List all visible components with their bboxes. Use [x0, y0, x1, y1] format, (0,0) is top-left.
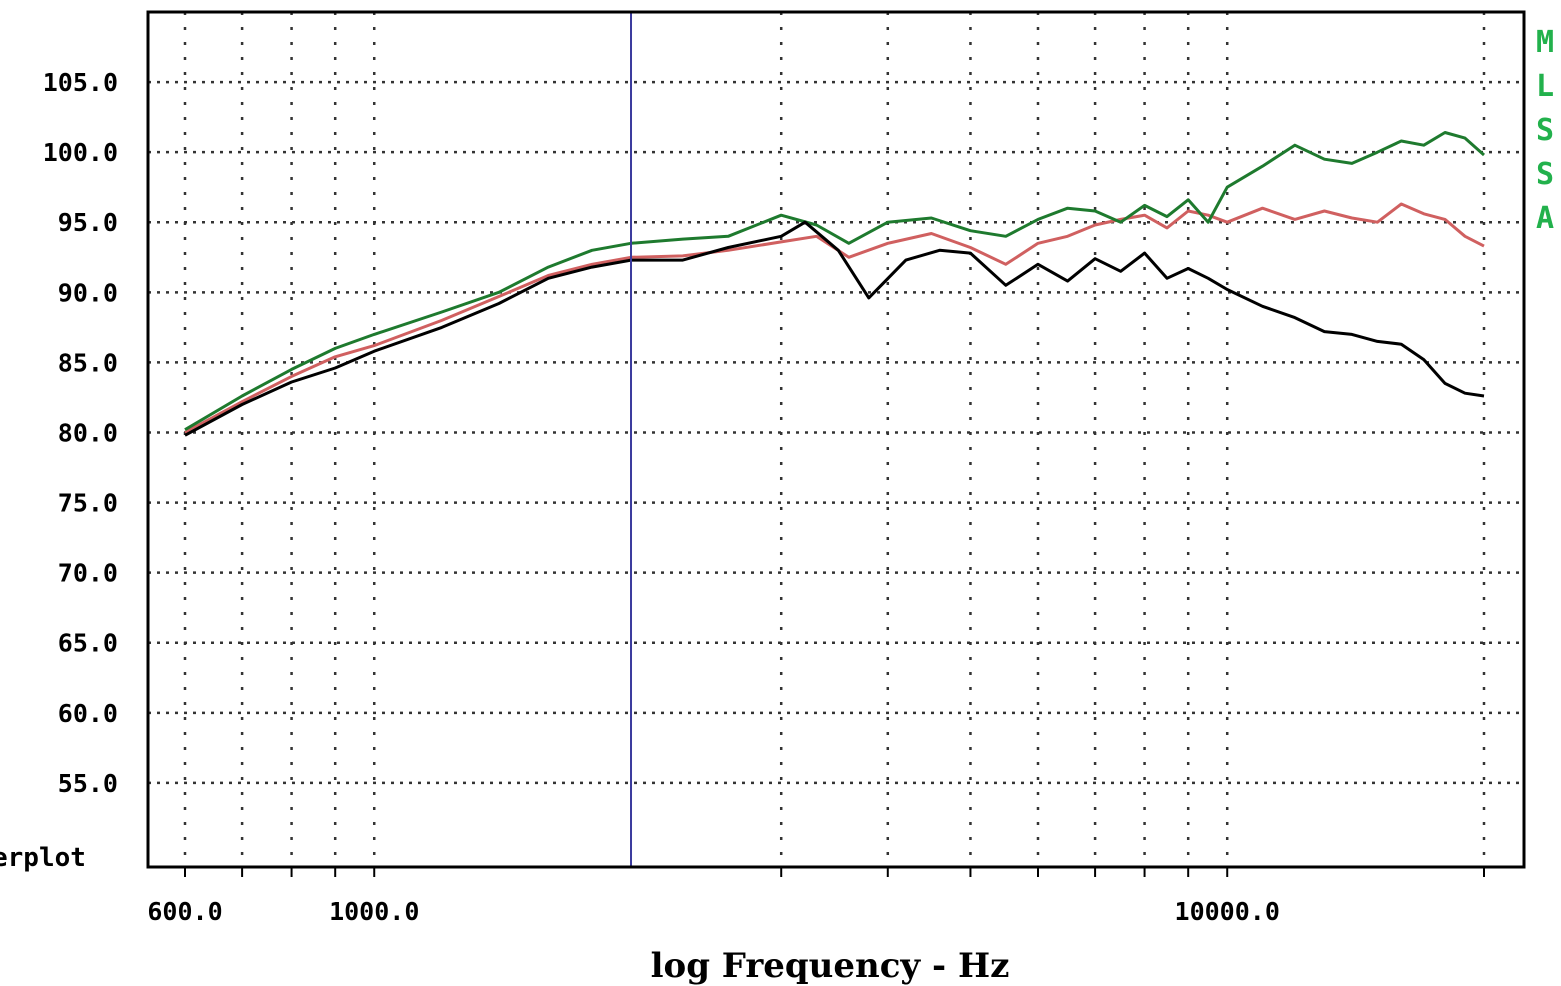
y-tick-label: 100.0	[43, 138, 118, 167]
series-line-2	[184, 131, 1485, 431]
y-tick-label: 75.0	[58, 489, 118, 518]
y-tick-label: 60.0	[58, 699, 118, 728]
x-tick-labels: 600.0 1000.0 10000.0	[147, 897, 1280, 926]
y-tick-label: 85.0	[58, 348, 118, 377]
y-tick-label: 70.0	[58, 559, 118, 588]
x-tick-label: 600.0	[147, 897, 222, 926]
legend-letter: S	[1536, 157, 1554, 192]
y-tick-label: 95.0	[58, 208, 118, 237]
x-axis-label: log Frequency - Hz	[651, 946, 1010, 986]
y-tick-label: 105.0	[43, 68, 118, 97]
legend-letter: M	[1536, 25, 1554, 60]
y-tick-label: 90.0	[58, 278, 118, 307]
y-tick-label: 65.0	[58, 629, 118, 658]
legend-letter: A	[1536, 201, 1554, 236]
series-line-1	[184, 202, 1485, 434]
y-tick-labels: 105.0 100.0 95.0 90.0 85.0 80.0 75.0 70.0 65.0 60…	[43, 68, 118, 798]
series-lines	[184, 131, 1485, 437]
side-label: erplot	[0, 843, 86, 873]
legend-letter: L	[1536, 69, 1554, 104]
grid-lines	[148, 12, 1524, 877]
legend-letter: S	[1536, 113, 1554, 148]
series-line-3	[184, 220, 1485, 437]
y-tick-label: 80.0	[58, 418, 118, 447]
x-tick-label: 1000.0	[329, 897, 419, 926]
x-tick-label: 10000.0	[1175, 897, 1280, 926]
plot-frame	[146, 10, 1526, 869]
y-tick-label: 55.0	[58, 769, 118, 798]
